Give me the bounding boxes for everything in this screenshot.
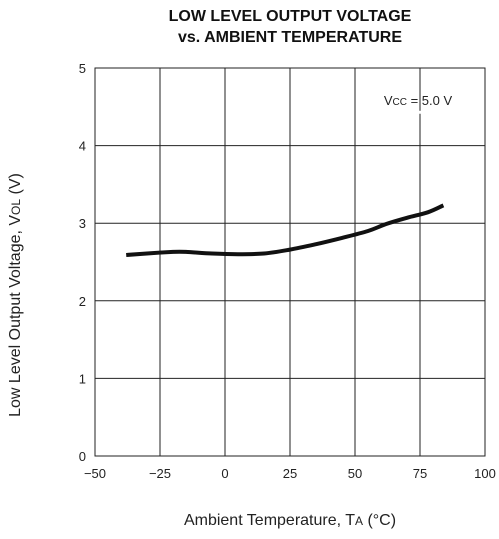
x-tick-label: −50 bbox=[84, 466, 106, 481]
x-axis-label-subscript: A bbox=[354, 514, 363, 528]
vcc-annotation-value: = 5.0 V bbox=[407, 93, 452, 108]
vcc-annotation-prefix: V bbox=[384, 93, 393, 108]
vol-series-line bbox=[126, 203, 445, 257]
y-tick-label: 1 bbox=[79, 371, 86, 386]
x-tick-label: −25 bbox=[149, 466, 171, 481]
y-tick-label: 4 bbox=[79, 139, 86, 154]
vcc-annotation: VCC = 5.0 V bbox=[384, 93, 453, 456]
y-tick-label: 5 bbox=[79, 61, 86, 76]
tick-labels: −50 −25 0 25 50 75 100 0 1 2 3 4 5 bbox=[79, 61, 496, 481]
plot-frame bbox=[94, 67, 486, 457]
x-tick-label: 50 bbox=[348, 466, 362, 481]
chart-title-line2: vs. AMBIENT TEMPERATURE bbox=[177, 29, 402, 46]
grid-lines bbox=[95, 68, 485, 456]
x-axis-label-text: Ambient Temperature, T bbox=[183, 512, 355, 529]
x-axis-label: Ambient Temperature, TA (°C) bbox=[95, 512, 485, 530]
y-tick-label: 3 bbox=[79, 216, 86, 231]
series-layer bbox=[126, 203, 445, 257]
x-axis-label-unit: (°C) bbox=[363, 512, 397, 529]
x-tick-label: 25 bbox=[283, 466, 297, 481]
x-tick-label: 100 bbox=[474, 466, 496, 481]
x-tick-label: 0 bbox=[221, 466, 228, 481]
x-tick-label: 75 bbox=[413, 466, 427, 481]
vcc-annotation-subscript: CC bbox=[393, 97, 407, 108]
y-tick-label: 2 bbox=[79, 294, 86, 309]
vcc-annotation-text: VCC = 5.0 V bbox=[384, 93, 453, 108]
y-tick-label: 0 bbox=[79, 449, 86, 464]
chart-title: LOW LEVEL OUTPUT VOLTAGE vs. AMBIENT TEM… bbox=[95, 6, 485, 48]
chart-title-line1: LOW LEVEL OUTPUT VOLTAGE bbox=[168, 8, 412, 25]
